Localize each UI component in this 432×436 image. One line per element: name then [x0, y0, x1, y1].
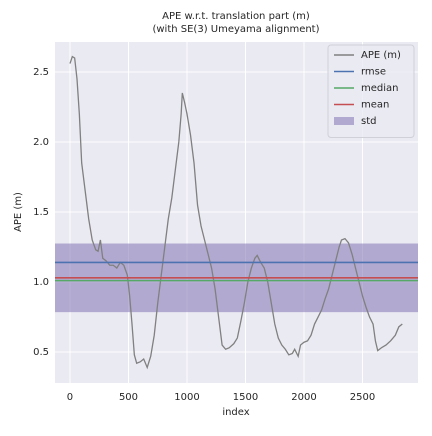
x-tick-label: 1000: [174, 392, 199, 403]
x-tick-label: 2000: [291, 392, 316, 403]
legend-box: [327, 44, 415, 138]
chart-subtitle: (with SE(3) Umeyama alignment): [152, 24, 319, 35]
legend-label: std: [361, 116, 376, 127]
legend-label: APE (m): [361, 50, 401, 61]
x-tick-label: 2500: [350, 392, 375, 403]
legend-swatch: [334, 117, 354, 125]
legend-label: mean: [361, 100, 389, 111]
y-tick-label: 1.0: [33, 277, 49, 288]
y-tick-label: 0.5: [33, 347, 49, 358]
legend-label: median: [361, 83, 399, 94]
y-tick-label: 2.0: [33, 137, 49, 148]
x-tick-label: 1500: [233, 392, 258, 403]
y-tick-label: 1.5: [33, 207, 49, 218]
chart-title: APE w.r.t. translation part (m): [162, 11, 310, 22]
ape-line: [69, 55, 403, 370]
legend-label: rmse: [361, 67, 386, 78]
y-axis-label: APE (m): [13, 192, 24, 232]
x-tick-label: 500: [119, 392, 138, 403]
x-tick-label: 0: [67, 392, 73, 403]
y-tick-label: 2.5: [33, 67, 49, 78]
x-axis-label: index: [222, 407, 249, 418]
